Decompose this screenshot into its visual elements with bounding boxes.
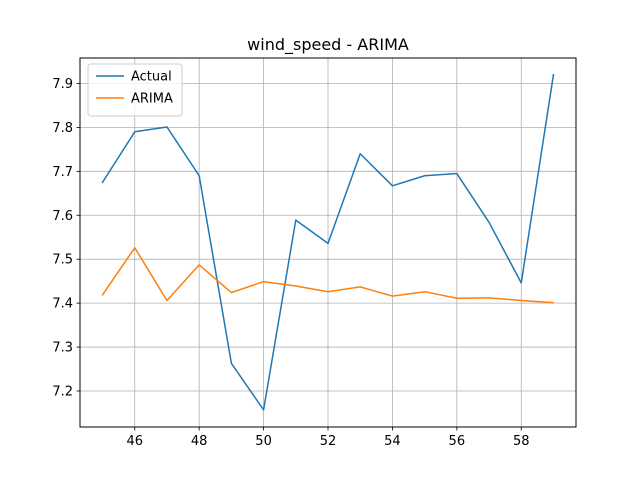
series-line-actual	[101, 73, 555, 411]
legend-label-arima: ARIMA	[131, 92, 173, 107]
x-tick-label: 48	[191, 434, 208, 449]
chart-title: wind_speed - ARIMA	[247, 35, 409, 55]
series-layer	[101, 73, 555, 411]
x-tick-label: 54	[384, 434, 401, 449]
y-tick-label: 7.2	[52, 384, 73, 399]
y-tick-label: 7.7	[52, 165, 73, 180]
y-tick-label: 7.9	[52, 77, 73, 92]
series-line-arima	[101, 247, 555, 304]
grid	[80, 58, 576, 427]
y-tick-label: 7.4	[52, 297, 73, 312]
x-tick-label: 58	[513, 434, 530, 449]
x-tick-label: 52	[320, 434, 337, 449]
legend-label-actual: Actual	[131, 70, 172, 85]
y-tick-label: 7.8	[52, 121, 73, 136]
x-tick-label: 50	[255, 434, 272, 449]
legend-box	[87, 63, 183, 117]
x-tick-label: 46	[126, 434, 143, 449]
y-tick-label: 7.6	[52, 209, 73, 224]
y-tick-label: 7.5	[52, 253, 73, 268]
ticks: 46 48 50 52 54 56 58 7.2 7.3 7.4 7.5 7.6 7.7 7.8 7.9	[52, 77, 529, 449]
y-tick-label: 7.3	[52, 341, 73, 356]
x-tick-label: 56	[449, 434, 466, 449]
legend: Actual ARIMA	[87, 63, 183, 117]
